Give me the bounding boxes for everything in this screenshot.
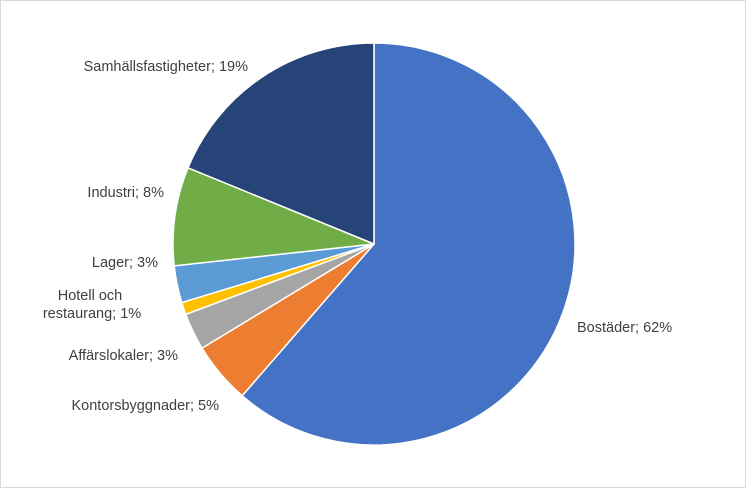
- label-kontorsbyggnader: Kontorsbyggnader; 5%: [71, 398, 219, 414]
- label-samhallsfastigheter: Samhällsfastigheter; 19%: [84, 59, 249, 75]
- label-lager: Lager; 3%: [92, 255, 158, 271]
- pie-slice-bostäder: [241, 42, 576, 446]
- pie-slice-samhällsfastigheter: [187, 42, 375, 246]
- pie-labels: Bostäder; 62% Kontorsbyggnader; 5% Affär…: [43, 59, 672, 414]
- label-affarslokaler: Affärslokaler; 3%: [69, 348, 178, 364]
- label-hotell-och-restaurang: Hotell och restaurang; 1%: [43, 288, 141, 322]
- pie-slice-industri: [172, 166, 375, 267]
- label-industri: Industri; 8%: [87, 185, 164, 201]
- pie-slices: [172, 42, 576, 446]
- label-bostader: Bostäder; 62%: [577, 320, 672, 336]
